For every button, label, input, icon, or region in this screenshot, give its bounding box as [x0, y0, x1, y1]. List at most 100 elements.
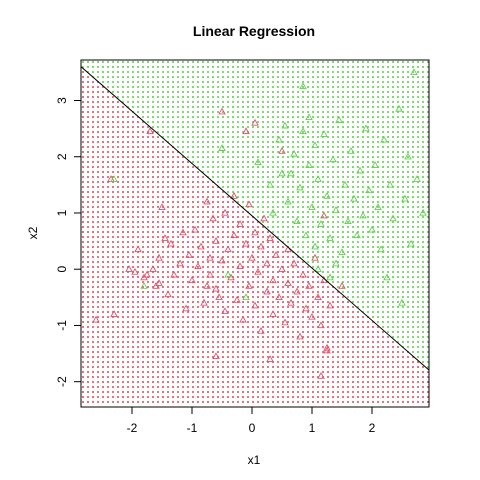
- grid-dot: [137, 266, 139, 268]
- grid-dot: [167, 126, 169, 128]
- grid-dot: [397, 351, 399, 353]
- grid-dot: [217, 361, 219, 363]
- grid-dot: [82, 151, 84, 153]
- data-point: [281, 121, 289, 129]
- grid-dot: [117, 276, 119, 278]
- grid-dot: [382, 121, 384, 123]
- grid-dot: [402, 256, 404, 258]
- grid-dot: [332, 326, 334, 328]
- data-point: [110, 175, 118, 182]
- grid-dot: [117, 211, 119, 213]
- grid-dot: [207, 66, 209, 68]
- grid-dot: [162, 206, 164, 208]
- grid-dot: [142, 96, 144, 98]
- data-point: [362, 124, 370, 132]
- grid-dot: [257, 346, 259, 348]
- grid-dot: [262, 376, 264, 378]
- grid-dot: [82, 226, 84, 228]
- grid-dot: [407, 206, 409, 208]
- grid-dot: [167, 276, 169, 278]
- grid-dot: [237, 201, 239, 203]
- grid-dot: [182, 246, 184, 248]
- grid-dot: [187, 356, 189, 358]
- grid-dot: [102, 391, 104, 393]
- grid-dot: [377, 91, 379, 93]
- grid-dot: [277, 156, 279, 158]
- data-point: [317, 321, 325, 329]
- grid-dot: [397, 211, 399, 213]
- grid-dot: [392, 116, 394, 118]
- grid-dot: [217, 211, 219, 213]
- grid-dot: [122, 286, 124, 288]
- grid-dot: [272, 306, 274, 308]
- grid-dot: [182, 101, 184, 103]
- grid-dot: [122, 371, 124, 373]
- grid-dot: [127, 111, 129, 113]
- grid-dot: [132, 116, 134, 118]
- grid-dot: [332, 361, 334, 363]
- grid-dot: [207, 171, 209, 173]
- grid-dot: [97, 401, 99, 403]
- grid-dot: [87, 231, 89, 233]
- grid-dot: [282, 66, 284, 68]
- grid-dot: [167, 101, 169, 103]
- grid-dot: [287, 121, 289, 123]
- grid-dot: [402, 111, 404, 113]
- grid-dot: [92, 371, 94, 373]
- grid-dot: [112, 366, 114, 368]
- grid-dot: [147, 246, 149, 248]
- grid-dot: [147, 381, 149, 383]
- grid-dot: [207, 71, 209, 73]
- grid-dot: [337, 176, 339, 178]
- grid-dot: [377, 396, 379, 398]
- grid-dot: [427, 141, 429, 143]
- grid-dot: [422, 171, 424, 173]
- grid-dot: [87, 276, 89, 278]
- grid-dot: [237, 306, 239, 308]
- grid-dot: [147, 221, 149, 223]
- grid-dot: [192, 351, 194, 353]
- grid-dot: [347, 266, 349, 268]
- grid-dot: [252, 336, 254, 338]
- grid-dot: [407, 296, 409, 298]
- grid-dot: [422, 191, 424, 193]
- grid-dot: [202, 276, 204, 278]
- grid-dot: [422, 161, 424, 163]
- grid-dot: [157, 161, 159, 163]
- grid-dot: [252, 106, 254, 108]
- grid-dot: [147, 266, 149, 268]
- grid-dot: [337, 196, 339, 198]
- grid-dot: [387, 346, 389, 348]
- grid-dot: [207, 106, 209, 108]
- grid-dot: [102, 71, 104, 73]
- grid-dot: [317, 341, 319, 343]
- grid-dot: [307, 231, 309, 233]
- grid-dot: [87, 366, 89, 368]
- grid-dot: [412, 266, 414, 268]
- grid-dot: [242, 206, 244, 208]
- grid-dot: [392, 146, 394, 148]
- grid-dot: [367, 326, 369, 328]
- grid-dot: [262, 381, 264, 383]
- grid-dot: [212, 286, 214, 288]
- grid-dot: [377, 121, 379, 123]
- grid-dot: [422, 331, 424, 333]
- data-point: [155, 253, 163, 261]
- grid-dot: [157, 316, 159, 318]
- grid-dot: [137, 331, 139, 333]
- grid-dot: [317, 251, 319, 253]
- grid-dot: [372, 286, 374, 288]
- grid-dot: [92, 66, 94, 68]
- grid-dot: [337, 126, 339, 128]
- grid-dot: [137, 351, 139, 353]
- grid-dot: [257, 301, 259, 303]
- grid-dot: [427, 201, 429, 203]
- grid-dot: [407, 281, 409, 283]
- data-point: [314, 265, 322, 272]
- grid-dot: [302, 316, 304, 318]
- grid-dot: [227, 376, 229, 378]
- grid-dot: [197, 331, 199, 333]
- grid-dot: [362, 281, 364, 283]
- grid-dot: [207, 266, 209, 268]
- grid-dot: [187, 181, 189, 183]
